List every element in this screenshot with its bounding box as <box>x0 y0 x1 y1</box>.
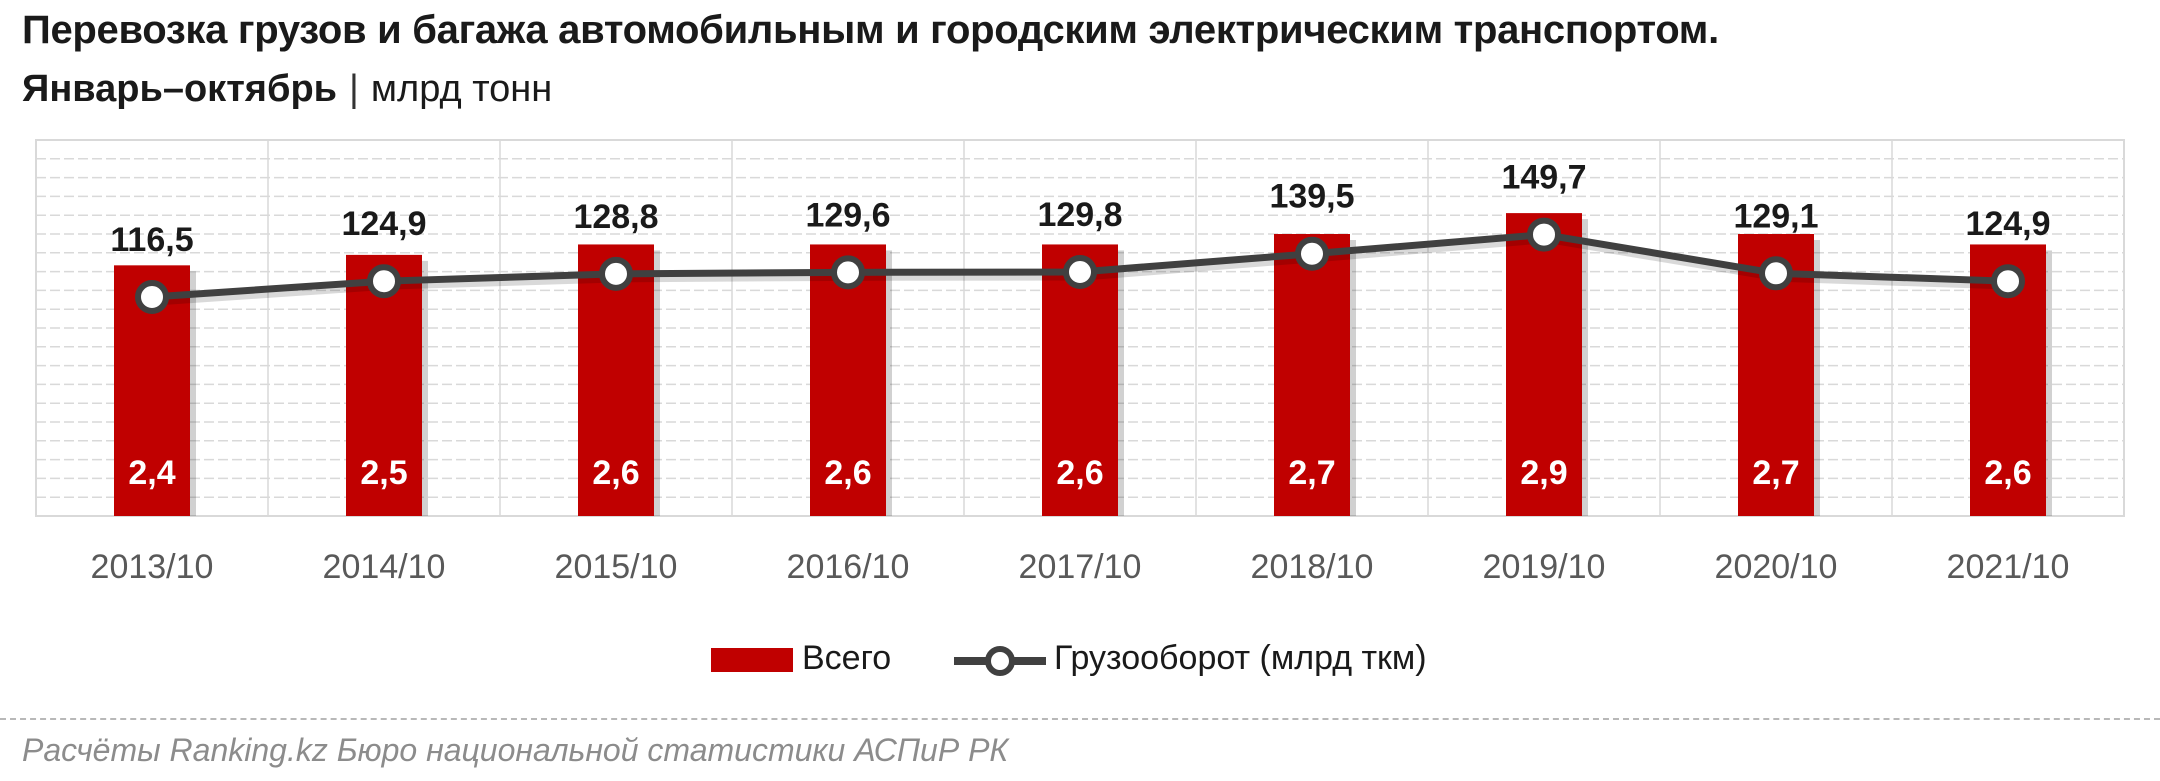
x-tick-label: 2018/10 <box>1251 548 1374 586</box>
line-value-label: 128,8 <box>573 198 658 236</box>
x-tick-label: 2017/10 <box>1019 548 1142 586</box>
subtitle-unit: млрд тонн <box>370 68 553 110</box>
line-point <box>1759 256 1793 291</box>
line-point <box>1991 264 2025 299</box>
x-tick-label: 2016/10 <box>787 548 910 586</box>
legend-line-swatch <box>954 646 1046 676</box>
bar-value-label: 2,9 <box>1520 454 1567 492</box>
line-point <box>1295 236 1329 271</box>
line-value-label: 149,7 <box>1501 159 1586 197</box>
line-value-label: 124,9 <box>1965 205 2050 243</box>
line-value-label: 116,5 <box>110 221 193 259</box>
legend-bar-label: Всего <box>802 639 892 677</box>
x-tick-label: 2021/10 <box>1947 548 2070 586</box>
chart-legend: Всего Грузооборот (млрд ткм) <box>0 636 2160 686</box>
chart-title: Перевозка грузов и багажа автомобильным … <box>22 8 1719 52</box>
line-point <box>831 255 865 290</box>
x-tick-label: 2013/10 <box>91 548 214 586</box>
bar <box>1042 244 1118 516</box>
x-tick-label: 2019/10 <box>1483 548 1606 586</box>
line-value-label: 139,5 <box>1269 178 1354 216</box>
bar <box>810 244 886 516</box>
bar-value-label: 2,6 <box>1056 454 1103 492</box>
bar-value-label: 2,6 <box>1984 454 2031 492</box>
line-value-label: 124,9 <box>341 205 426 243</box>
line-value-label: 129,1 <box>1733 197 1818 235</box>
line-point <box>135 279 169 314</box>
x-axis: 2013/10 2014/10 2015/10 2016/10 2017/10 2018/… <box>91 548 2070 586</box>
footer-divider <box>0 718 2160 720</box>
x-tick-label: 2015/10 <box>555 548 678 586</box>
line-point <box>1063 254 1097 289</box>
source-note: Расчёты Ranking.kz Бюро национальной ста… <box>22 732 1009 768</box>
subtitle-period: Январь–октябрь <box>22 68 338 110</box>
bar-value-label: 2,5 <box>360 454 407 492</box>
combo-chart: 2,4 2,5 2,6 2,6 2,6 2,7 2,9 2,7 2,6 116,5 124,9 128… <box>35 139 2125 586</box>
line-value-label: 129,6 <box>805 196 890 234</box>
line-point <box>1527 217 1561 252</box>
subtitle-separator: | <box>349 68 359 110</box>
bar-series: 2,4 2,5 2,6 2,6 2,6 2,7 2,9 2,7 2,6 <box>114 213 2052 516</box>
line-value-label: 129,8 <box>1037 196 1122 234</box>
line-point <box>367 264 401 299</box>
legend-line-label: Грузооборот (млрд ткм) <box>1054 639 1427 677</box>
x-tick-label: 2020/10 <box>1715 548 1838 586</box>
line-series: 116,5 124,9 128,8 129,6 129,8 139,5 149,7 129,1… <box>110 159 2051 314</box>
bar <box>346 254 422 516</box>
bar-value-label: 2,7 <box>1752 454 1799 492</box>
legend-bar-swatch <box>711 648 793 672</box>
chart-subtitle: Январь–октябрь | млрд тонн <box>22 68 552 111</box>
bar-value-label: 2,6 <box>824 454 871 492</box>
bar-value-label: 2,7 <box>1288 454 1335 492</box>
bar <box>1274 234 1350 516</box>
bar-value-label: 2,4 <box>128 454 175 492</box>
bar-value-label: 2,6 <box>592 454 639 492</box>
x-tick-label: 2014/10 <box>323 548 446 586</box>
line-point <box>599 256 633 291</box>
bar <box>1506 213 1582 516</box>
